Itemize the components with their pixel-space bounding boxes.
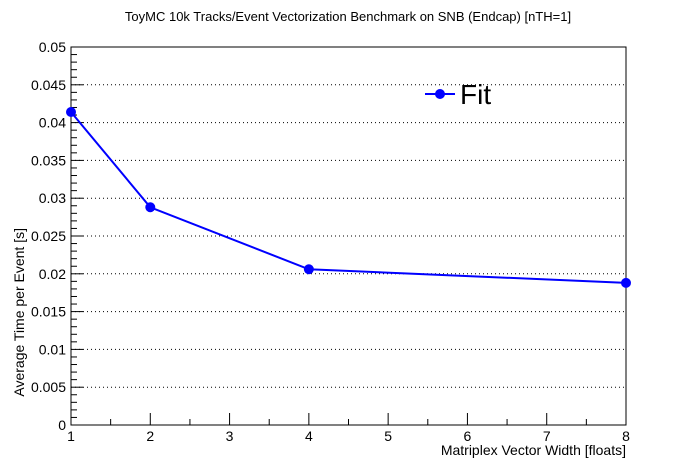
data-point — [66, 107, 76, 118]
y-tick-label: 0.02 — [39, 266, 66, 282]
data-point — [621, 277, 631, 288]
x-tick-label: 3 — [226, 428, 234, 444]
x-tick-label: 4 — [305, 428, 313, 444]
y-tick-label: 0.015 — [31, 304, 66, 320]
chart-title: ToyMC 10k Tracks/Event Vectorization Ben… — [125, 9, 571, 24]
gridlines — [71, 84, 626, 388]
y-tick-label: 0.045 — [31, 77, 66, 93]
y-tick-label: 0.035 — [31, 152, 66, 168]
y-tick-label: 0.005 — [31, 379, 66, 395]
y-tick-label: 0.05 — [39, 39, 66, 55]
legend: Fit — [425, 79, 491, 110]
x-tick-label: 2 — [146, 428, 154, 444]
y-tick-label: 0.01 — [39, 341, 66, 357]
legend-label: Fit — [460, 79, 491, 110]
y-tick-label: 0.03 — [39, 190, 66, 206]
y-tick-label: 0.04 — [39, 115, 66, 131]
y-axis: 0 0.005 0.01 0.015 0.02 0.025 0.03 0.035 0.04 0.0… — [31, 39, 83, 433]
x-tick-label: 5 — [384, 428, 392, 444]
y-axis-label: Average Time per Event [s] — [11, 228, 27, 397]
y-tick-label: 0 — [58, 417, 66, 433]
data-point — [303, 264, 314, 275]
y-tick-label: 0.025 — [31, 228, 66, 244]
data-point — [145, 202, 156, 213]
x-tick-label: 6 — [464, 428, 472, 444]
legend-marker — [435, 89, 445, 99]
x-tick-label: 8 — [622, 428, 630, 444]
x-tick-label: 7 — [543, 428, 551, 444]
x-tick-label: 1 — [67, 428, 75, 444]
x-axis-label: Matriplex Vector Width [floats] — [441, 442, 626, 458]
series-layer — [66, 107, 631, 288]
series-line — [70, 111, 627, 284]
x-axis: 1 2 3 4 5 6 7 8 — [67, 413, 630, 444]
